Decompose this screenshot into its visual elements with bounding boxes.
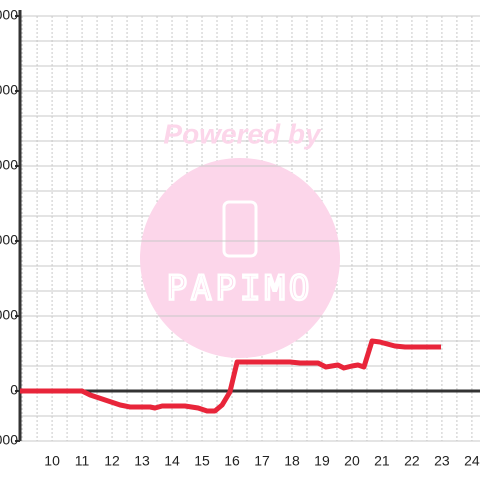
y-tick-label: 30,000 — [0, 307, 18, 323]
x-tick-label: 13 — [134, 453, 150, 469]
x-tick-label: 14 — [164, 453, 180, 469]
x-tick-label: 15 — [194, 453, 210, 469]
y-tick-label: 60,000 — [0, 232, 18, 248]
watermark-bottom: PAPIMO — [167, 269, 314, 309]
watermark-circle — [140, 158, 340, 358]
x-tick-label: 17 — [254, 453, 270, 469]
x-tick-label: 23 — [434, 453, 450, 469]
x-tick-label: 24 — [464, 453, 480, 469]
watermark-phone — [222, 200, 258, 258]
y-tick-label: 150,000 — [0, 7, 18, 23]
x-tick-label: 20 — [344, 453, 360, 469]
data-line — [20, 338, 442, 414]
y-tick-label: -20,000 — [0, 432, 18, 448]
x-tick-label: 11 — [75, 453, 90, 469]
x-tick-label: 19 — [314, 453, 330, 469]
watermark: Powered by PAPIMO — [140, 118, 340, 358]
x-tick-label: 21 — [374, 453, 390, 469]
x-tick-label: 12 — [104, 453, 120, 469]
y-tick-label: 0 — [10, 382, 18, 398]
x-tick-label: 16 — [224, 453, 240, 469]
x-tick-label: 18 — [284, 453, 300, 469]
y-tick-label: 120,000 — [0, 82, 18, 98]
watermark-top: Powered by — [163, 118, 322, 149]
x-tick-label: 22 — [404, 453, 420, 469]
x-tick-label: 10 — [44, 453, 60, 469]
y-tick-label: 90,000 — [0, 157, 18, 173]
